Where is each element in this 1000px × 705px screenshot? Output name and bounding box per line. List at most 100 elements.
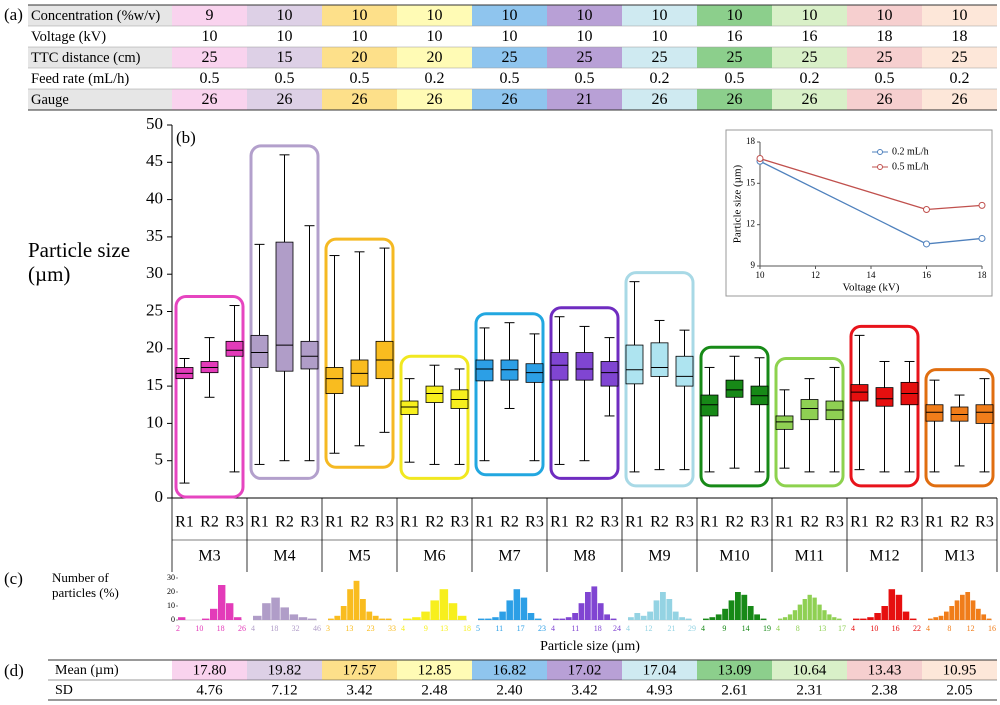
table-value: 10: [952, 7, 968, 24]
box: [850, 384, 869, 402]
table-cell: [172, 89, 247, 110]
table-value: 26: [277, 91, 293, 108]
hist-x-tick-label: 10: [870, 624, 878, 633]
hist-x-tick-label: 18: [217, 624, 225, 633]
hist-bar: [289, 614, 299, 620]
y-tick-label: 25: [146, 300, 163, 319]
table-cell: [247, 47, 322, 68]
box: [425, 385, 444, 403]
row-label: Gauge: [31, 92, 69, 108]
legend-marker: [877, 164, 883, 170]
hist-x-tick-label: 18: [463, 624, 471, 633]
inset-x-tick-label: 12: [811, 270, 820, 280]
hist-bar: [981, 614, 987, 620]
series-label: R3: [600, 514, 619, 531]
legend-label: 0.5 mL/h: [892, 161, 929, 172]
hist-bar: [837, 618, 842, 620]
hist-x-tick-label: 12: [644, 624, 652, 633]
table-value: 12.85: [418, 662, 452, 678]
table-cell: [547, 68, 622, 89]
table-cell: [622, 660, 697, 680]
hist-bar: [178, 617, 186, 620]
table-cell: [397, 47, 472, 68]
table-cell: [397, 89, 472, 110]
hist-y-tick-label: 20: [167, 587, 175, 596]
hist-bar: [666, 599, 673, 620]
table-value: 3.42: [571, 682, 597, 698]
hist-bar: [747, 606, 754, 620]
y-tick-label: 15: [146, 375, 163, 394]
hist-bar: [703, 618, 709, 620]
hist-bar: [827, 614, 832, 620]
hist-bar: [797, 604, 803, 620]
category-label: M6: [423, 548, 445, 565]
table-value: 18: [952, 28, 968, 45]
row-label: Mean (µm): [55, 663, 119, 678]
hist-bar: [802, 599, 807, 620]
series-label: R2: [650, 514, 669, 531]
table-cell: [547, 47, 622, 68]
hist-x-label: Particle size (µm): [540, 639, 640, 654]
table-cell: [697, 89, 772, 110]
table-cell: [547, 89, 622, 110]
y-tick-label: 30: [146, 263, 163, 282]
hist-bar: [565, 617, 572, 620]
row-label: Feed rate (mL/h): [31, 71, 129, 87]
hist-bar: [559, 618, 566, 620]
table-cell: [922, 660, 997, 680]
table-value: 19.82: [268, 662, 302, 678]
box: [250, 334, 269, 368]
hist-bar: [853, 618, 860, 620]
table-value: 25: [952, 49, 968, 66]
hist-bar: [585, 592, 591, 620]
table-value: 26: [352, 91, 368, 108]
table-value: 2.38: [871, 682, 897, 698]
table-value: 25: [652, 49, 668, 66]
table-cell: [847, 5, 922, 26]
hist-x-tick-label: 16: [988, 624, 996, 633]
table-value: 25: [802, 49, 818, 66]
table-value: 10: [202, 28, 218, 45]
table-cell: [397, 660, 472, 680]
inset-x-tick-label: 10: [756, 270, 766, 280]
y-tick-label: 5: [155, 450, 164, 469]
hist-bar: [685, 618, 692, 620]
box: [400, 400, 419, 415]
hist-bar: [262, 603, 271, 620]
hist-bar: [976, 608, 981, 620]
hist-bar: [218, 585, 226, 620]
hist-bar: [960, 594, 965, 620]
hist-bar: [527, 613, 535, 620]
table-cell: [172, 68, 247, 89]
hist-bar: [778, 618, 783, 620]
hist-bar: [448, 603, 458, 620]
table-cell: [472, 26, 547, 47]
hist-x-tick-label: 4: [851, 624, 855, 633]
hist-bar: [347, 589, 353, 620]
table-value: 20: [427, 49, 443, 66]
table-value: 10: [277, 28, 293, 45]
table-cell: [247, 68, 322, 89]
hist-bar: [970, 600, 976, 620]
panel-label: (c): [4, 569, 23, 588]
hist-bar: [534, 618, 542, 620]
series-label: R1: [175, 514, 194, 531]
hist-x-tick-label: 8: [796, 624, 800, 633]
table-cell: [847, 660, 922, 680]
box: [325, 367, 344, 394]
table-value: 17.80: [193, 662, 227, 678]
table-value: 3.42: [346, 682, 372, 698]
table-value: 26: [877, 91, 893, 108]
table-cell: [622, 5, 697, 26]
row-label-cell: [28, 89, 172, 110]
table-value: 0.5: [725, 70, 745, 87]
table-value: 20: [352, 49, 368, 66]
table-value: 10: [802, 7, 818, 24]
hist-bar: [340, 606, 347, 620]
hist-bar: [280, 607, 289, 620]
category-label: M9: [648, 548, 670, 565]
hist-x-tick-label: 10: [195, 624, 203, 633]
hist-bar: [379, 618, 385, 620]
hist-x-tick-label: 2: [176, 624, 180, 633]
